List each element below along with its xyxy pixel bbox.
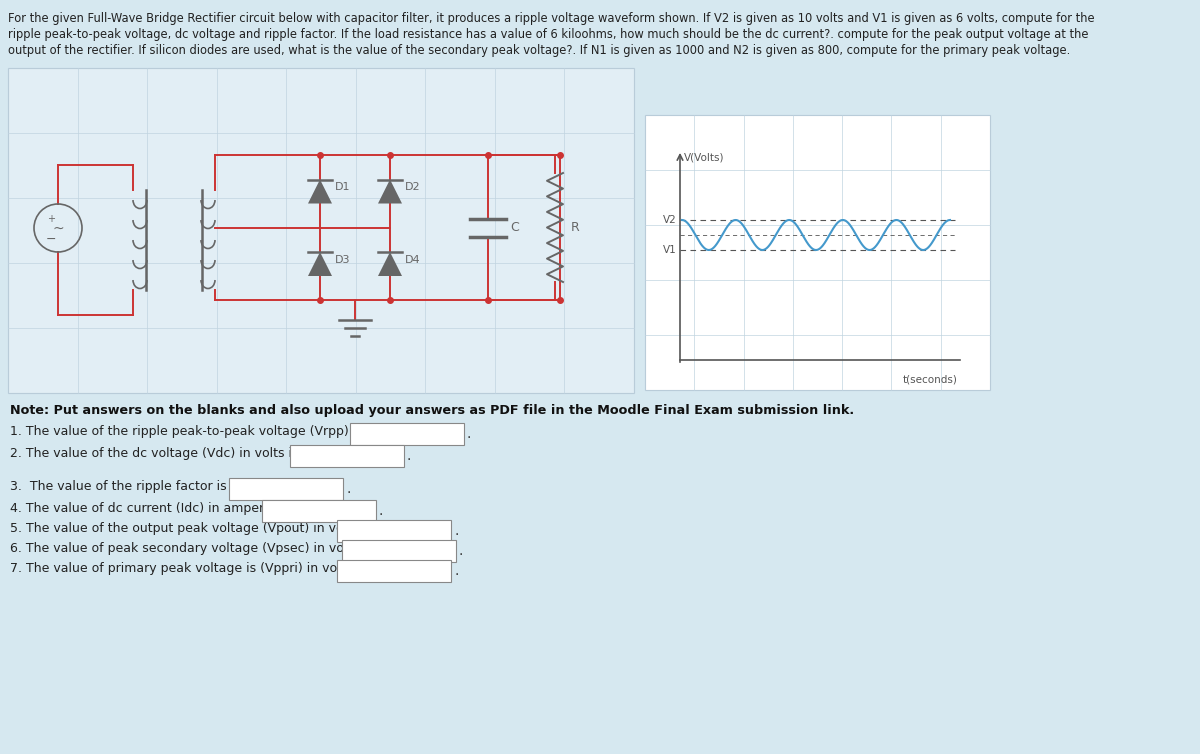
Text: D4: D4 [406, 255, 421, 265]
Text: −: − [46, 232, 56, 246]
Text: 3.  The value of the ripple factor is: 3. The value of the ripple factor is [10, 480, 227, 493]
FancyBboxPatch shape [342, 540, 456, 562]
Text: .: . [379, 504, 383, 518]
FancyBboxPatch shape [337, 560, 451, 582]
Bar [646, 115, 990, 390]
FancyBboxPatch shape [350, 423, 464, 445]
Text: D1: D1 [335, 182, 350, 192]
Text: 6. The value of peak secondary voltage (Vpsec) in volts is: 6. The value of peak secondary voltage (… [10, 542, 373, 555]
Text: R: R [571, 221, 580, 234]
Text: .: . [458, 544, 463, 558]
Text: ripple peak-to-peak voltage, dc voltage and ripple factor. If the load resistanc: ripple peak-to-peak voltage, dc voltage … [8, 28, 1088, 41]
Polygon shape [308, 179, 332, 204]
FancyBboxPatch shape [290, 445, 404, 467]
Text: .: . [454, 564, 458, 578]
Text: +: + [47, 214, 55, 224]
Text: 7. The value of primary peak voltage is (Vppri) in volts is: 7. The value of primary peak voltage is … [10, 562, 366, 575]
FancyBboxPatch shape [229, 478, 343, 500]
Text: 5. The value of the output peak voltage (Vpout) in volts is: 5. The value of the output peak voltage … [10, 522, 372, 535]
Polygon shape [308, 252, 332, 276]
Text: V(Volts): V(Volts) [684, 152, 725, 162]
FancyBboxPatch shape [262, 500, 376, 522]
Text: t(seconds): t(seconds) [904, 374, 958, 384]
Bar [8, 68, 634, 393]
Text: output of the rectifier. If silicon diodes are used, what is the value of the se: output of the rectifier. If silicon diod… [8, 44, 1070, 57]
Text: V1: V1 [664, 245, 677, 255]
Polygon shape [378, 179, 402, 204]
Text: 4. The value of dc current (Idc) in amperes is: 4. The value of dc current (Idc) in ampe… [10, 502, 292, 515]
Text: ~: ~ [52, 222, 64, 236]
Text: D3: D3 [335, 255, 350, 265]
Text: .: . [454, 524, 458, 538]
Text: 2. The value of the dc voltage (Vdc) in volts is: 2. The value of the dc voltage (Vdc) in … [10, 447, 299, 460]
Text: .: . [346, 482, 350, 496]
Text: C: C [510, 221, 518, 234]
Text: .: . [467, 427, 472, 441]
Text: Note: Put answers on the blanks and also upload your answers as PDF file in the : Note: Put answers on the blanks and also… [10, 404, 854, 417]
Polygon shape [378, 252, 402, 276]
Text: .: . [407, 449, 412, 463]
Text: For the given Full-Wave Bridge Rectifier circuit below with capacitor filter, it: For the given Full-Wave Bridge Rectifier… [8, 12, 1094, 25]
Text: D2: D2 [406, 182, 421, 192]
Text: V2: V2 [664, 215, 677, 225]
Text: 1. The value of the ripple peak-to-peak voltage (Vrpp) in volts is: 1. The value of the ripple peak-to-peak … [10, 425, 412, 438]
FancyBboxPatch shape [337, 520, 451, 542]
